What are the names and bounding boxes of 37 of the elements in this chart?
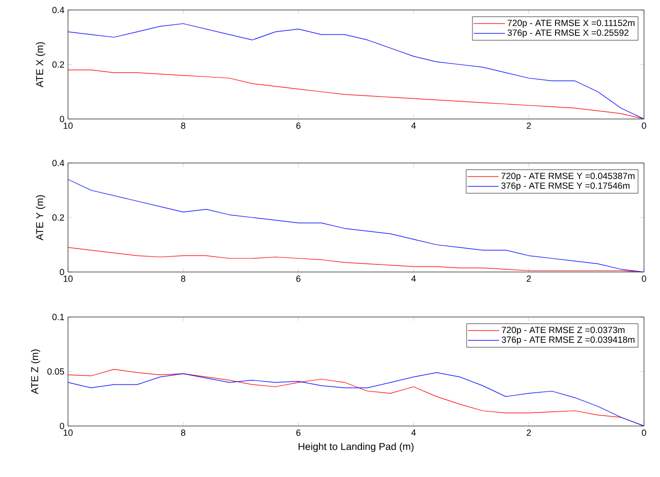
- x-tick-label: 2: [526, 122, 531, 129]
- x-axis-title: Height to Landing Pad (m): [298, 442, 414, 452]
- x-tick-label: 0: [642, 430, 646, 436]
- x-tick-label: 4: [411, 430, 416, 436]
- x-tick-label: 4: [411, 122, 416, 129]
- y-tick-label: 0.4: [52, 6, 64, 14]
- y-tick-label: 0: [60, 422, 64, 430]
- x-tick-label: 0: [642, 276, 646, 282]
- x-tick-label: 6: [296, 430, 300, 436]
- x-tick-label: 10: [64, 122, 73, 129]
- x-tick-label: 8: [181, 122, 186, 129]
- y-tick-label: 0.05: [47, 368, 64, 375]
- legend-label: 376p - ATE RMSE Y =0.17546m: [501, 182, 630, 191]
- x-tick-label: 6: [296, 276, 300, 282]
- y-tick-label: 0: [60, 116, 64, 122]
- y-tick-label: 0.2: [52, 61, 64, 68]
- x-tick-label: 10: [64, 430, 73, 436]
- y-tick-label: 0.2: [52, 214, 64, 221]
- x-tick-label: 4: [411, 276, 416, 282]
- y-axis-title: ATE X (m): [36, 42, 46, 88]
- x-tick-label: 0: [642, 122, 646, 129]
- x-tick-label: 6: [296, 122, 300, 129]
- y-tick-label: 0: [60, 268, 64, 276]
- legend-label: 376p - ATE RMSE Z =0.039418m: [502, 336, 634, 345]
- y-axis-title: ATE Z (m): [30, 350, 40, 394]
- y-tick-label: 0.1: [52, 314, 64, 320]
- legend-label: 720p - ATE RMSE Y =0.045387m: [501, 172, 634, 181]
- y-tick-label: 0.4: [52, 160, 64, 166]
- x-tick-label: 8: [181, 276, 186, 282]
- legend-label: 376p - ATE RMSE X =0.25592: [508, 29, 628, 38]
- legend-label: 720p - ATE RMSE Z =0.0373m: [502, 326, 624, 335]
- y-axis-title: ATE Y (m): [36, 195, 46, 240]
- x-tick-label: 2: [526, 430, 531, 436]
- x-tick-label: 2: [526, 276, 531, 282]
- legend-label: 720p - ATE RMSE X =0.11152m: [508, 20, 634, 28]
- x-tick-label: 10: [64, 276, 73, 282]
- x-tick-label: 8: [181, 430, 186, 436]
